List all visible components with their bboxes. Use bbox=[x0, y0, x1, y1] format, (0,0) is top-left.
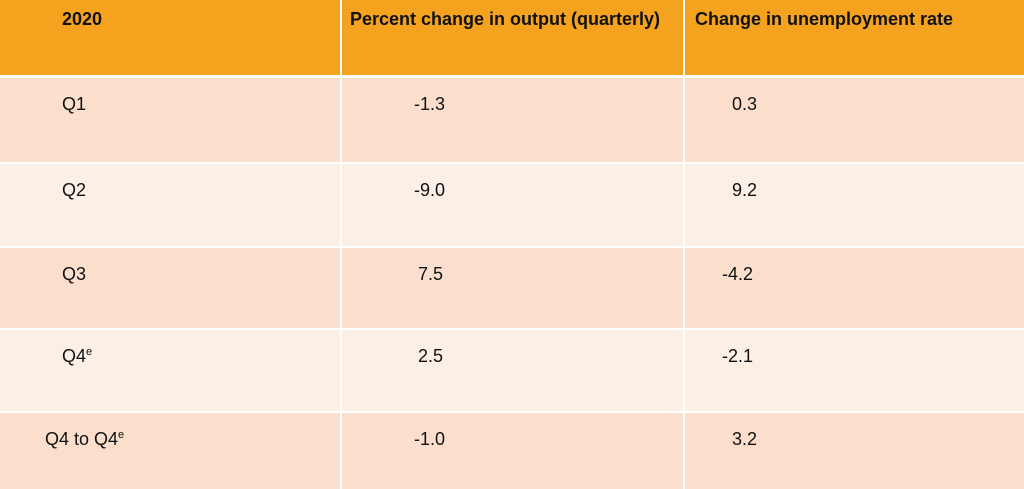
superscript: e bbox=[86, 346, 93, 358]
cell-value: 3.2 bbox=[732, 429, 758, 449]
table-cell: 0.3 bbox=[685, 78, 1024, 162]
table-cell: -1.3 bbox=[342, 78, 683, 162]
table-cell: -1.0 bbox=[342, 413, 683, 489]
table-cell: Q2 bbox=[0, 164, 340, 246]
row-label: Q4e bbox=[62, 346, 92, 367]
row-label: Q2 bbox=[62, 180, 86, 201]
table-cell: -4.2 bbox=[685, 248, 1024, 328]
cell-value: -1.0 bbox=[414, 429, 446, 449]
table-cell: Q1 bbox=[0, 78, 340, 162]
cell-value: -9.0 bbox=[414, 180, 446, 200]
cell-value: -4.2 bbox=[722, 264, 754, 284]
table-cell: -2.1 bbox=[685, 330, 1024, 411]
table-cell: 7.5 bbox=[342, 248, 683, 328]
label-text: Q3 bbox=[62, 264, 87, 284]
label-text: Q1 bbox=[62, 94, 87, 114]
cell-value: 9.2 bbox=[732, 180, 758, 200]
table-cell: Q3 bbox=[0, 248, 340, 328]
label-text: Q2 bbox=[62, 180, 87, 200]
header-text: Change in unemployment rate bbox=[695, 9, 954, 29]
table-cell: 3.2 bbox=[685, 413, 1024, 489]
row-label: Q4 to Q4e bbox=[45, 429, 124, 450]
row-label: Q1 bbox=[62, 94, 86, 115]
cell-value: -2.1 bbox=[722, 346, 754, 366]
header-cell: 2020 bbox=[0, 0, 340, 75]
table-cell: Q4e bbox=[0, 330, 340, 411]
cell-value: 0.3 bbox=[732, 94, 758, 114]
table-cell: 2.5 bbox=[342, 330, 683, 411]
table-cell: Q4 to Q4e bbox=[0, 413, 340, 489]
header-cell: Change in unemployment rate bbox=[685, 0, 1024, 75]
header-cell: Percent change in output (quarterly) bbox=[342, 0, 683, 75]
cell-value: -1.3 bbox=[414, 94, 446, 114]
table-cell: -9.0 bbox=[342, 164, 683, 246]
row-label: Q3 bbox=[62, 264, 86, 285]
table-cell: 9.2 bbox=[685, 164, 1024, 246]
cell-value: 7.5 bbox=[418, 264, 444, 284]
label-text: Q4 bbox=[62, 346, 87, 366]
header-text: Percent change in output (quarterly) bbox=[350, 9, 661, 29]
cell-value: 2.5 bbox=[418, 346, 444, 366]
header-text: 2020 bbox=[62, 9, 103, 29]
label-text: Q4 to Q4 bbox=[45, 429, 119, 449]
superscript: e bbox=[118, 429, 125, 441]
